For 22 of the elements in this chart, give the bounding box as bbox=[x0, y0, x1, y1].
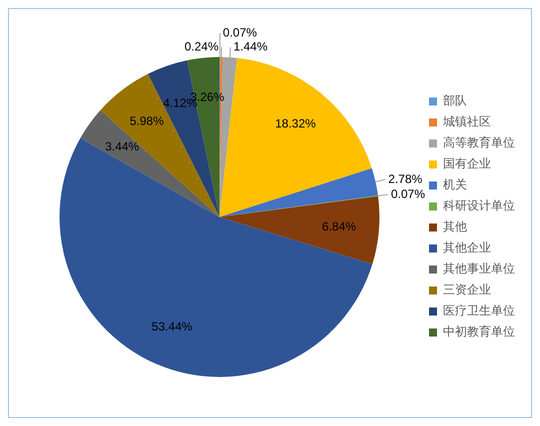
legend-label: 三资企业 bbox=[443, 282, 491, 297]
data-label: 0.24% bbox=[184, 39, 219, 54]
data-label: 1.44% bbox=[233, 40, 268, 54]
legend-label: 其他 bbox=[443, 220, 467, 234]
data-label: 53.44% bbox=[152, 319, 193, 334]
legend-label: 机关 bbox=[443, 178, 467, 192]
legend-label: 其他事业单位 bbox=[443, 262, 515, 276]
data-label: 2.78% bbox=[388, 172, 423, 186]
data-label: 18.32% bbox=[275, 116, 316, 130]
data-label: 6.84% bbox=[322, 219, 356, 234]
legend-label: 部队 bbox=[443, 94, 467, 108]
data-label: 5.98% bbox=[130, 114, 164, 128]
legend-label: 中初教育单位 bbox=[443, 324, 515, 339]
legend-label: 高等教育单位 bbox=[443, 136, 515, 150]
legend-label: 科研设计单位 bbox=[443, 198, 515, 213]
data-label: 0.07% bbox=[390, 186, 426, 201]
data-label: 3.44% bbox=[105, 139, 140, 154]
legend-label: 国有企业 bbox=[443, 156, 491, 171]
legend-label: 城镇社区 bbox=[442, 114, 491, 129]
legend-label: 医疗卫生单位 bbox=[443, 304, 515, 318]
legend-label: 其他企业 bbox=[443, 240, 491, 255]
data-label: 0.07% bbox=[222, 25, 258, 40]
